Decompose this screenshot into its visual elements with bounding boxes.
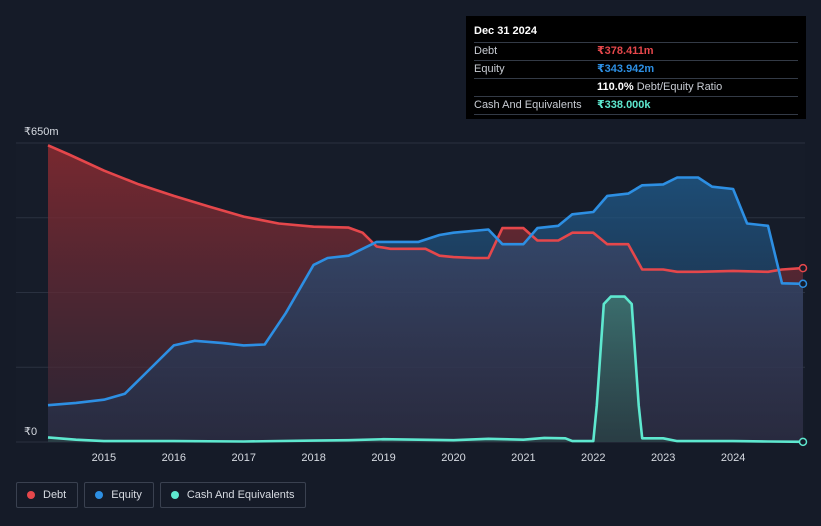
debt-line: [47, 144, 804, 274]
cash-line: [47, 295, 804, 444]
y-tick-label-min: ₹0: [24, 426, 38, 438]
legend-label-cash: Cash And Equivalents: [186, 489, 295, 501]
x-tick-label-2022: 2022: [581, 452, 605, 464]
tooltip-value-debt: ₹378.411m: [597, 45, 654, 57]
cash-area: [48, 296, 803, 442]
tooltip-value-cash: ₹338.000k: [597, 99, 651, 111]
tooltip-value-ratio: 110.0%: [597, 81, 634, 93]
tooltip-label-ratio: [474, 79, 597, 96]
legend-label-debt: Debt: [43, 489, 67, 501]
tooltip-row-equity: Equity ₹343.942m: [474, 61, 798, 79]
equity-endpoint: [798, 279, 808, 289]
x-tick-label-2021: 2021: [511, 452, 535, 464]
x-tick-label-2024: 2024: [721, 452, 745, 464]
x-tick-label-2017: 2017: [231, 452, 255, 464]
x-tick-label-2016: 2016: [162, 452, 186, 464]
tooltip-label-equity: Equity: [474, 63, 505, 75]
tooltip-panel: Dec 31 2024 Debt ₹378.411m Equity ₹343.9…: [466, 16, 806, 119]
legend-dot-equity-icon: [95, 491, 104, 499]
tooltip-row-cash: Cash And Equivalents ₹338.000k: [474, 97, 798, 115]
legend-item-cash[interactable]: Cash And Equivalents: [159, 482, 307, 508]
legend-dot-cash-icon: [170, 491, 179, 499]
tooltip-ratio-caption: Debt/Equity Ratio: [636, 81, 723, 93]
x-tick-labels: 2015 2016 2017 2018 2019 2020 2021 2022 2023 2024: [92, 452, 746, 464]
tooltip-value-equity: ₹343.942m: [597, 63, 655, 75]
chart-legend: Debt Equity Cash And Equivalents: [16, 482, 307, 508]
legend-label-equity: Equity: [111, 489, 142, 501]
x-tick-label-2018: 2018: [301, 452, 325, 464]
legend-dot-debt-icon: [27, 491, 35, 499]
x-tick-label-2020: 2020: [441, 452, 465, 464]
series-lines: [47, 144, 808, 447]
legend-item-debt[interactable]: Debt: [16, 482, 79, 508]
tooltip-label-debt: Debt: [474, 45, 498, 57]
x-tick-label-2023: 2023: [651, 452, 675, 464]
x-tick-label-2015: 2015: [92, 452, 116, 464]
tooltip-row-debt: Debt ₹378.411m: [474, 43, 798, 61]
equity-line: [47, 176, 804, 407]
tooltip-label-cash: Cash And Equivalents: [474, 99, 582, 111]
cash-endpoint: [798, 437, 808, 447]
legend-item-equity[interactable]: Equity: [84, 482, 154, 508]
tooltip-date: Dec 31 2024: [474, 24, 798, 43]
y-tick-label-max: ₹650m: [24, 126, 59, 138]
tooltip-row-ratio: 110.0% Debt/Equity Ratio: [474, 79, 798, 97]
x-tick-label-2019: 2019: [371, 452, 395, 464]
debt-endpoint: [798, 263, 808, 273]
